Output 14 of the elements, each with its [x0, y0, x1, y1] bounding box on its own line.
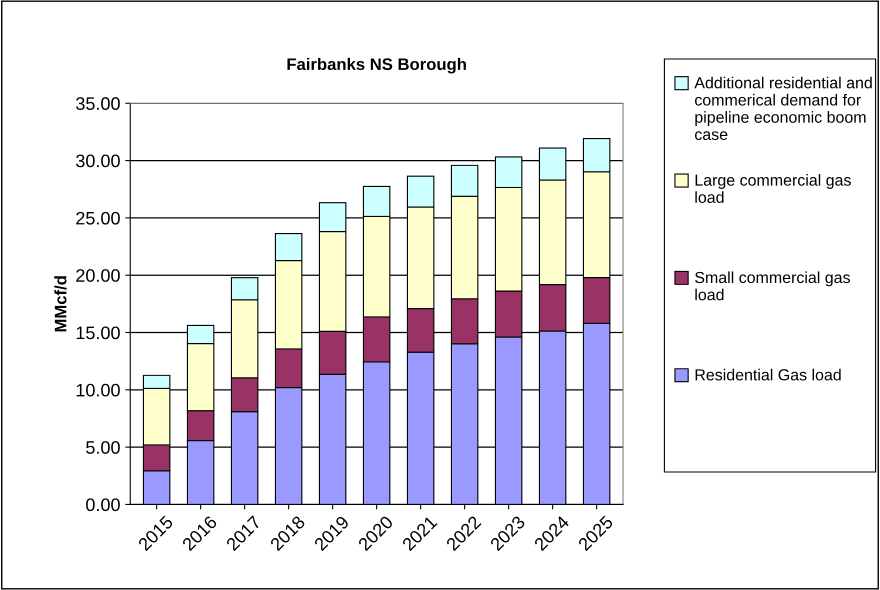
y-axis-title: MMcf/d [54, 276, 67, 332]
legend-label: Small commercial gas load [695, 271, 850, 300]
y-tick-label: 10.00 [76, 384, 120, 397]
y-tick-label: 35.00 [76, 97, 120, 110]
y-tick-label: 0.00 [86, 498, 120, 512]
y-tick-label: 15.00 [76, 326, 120, 340]
legend-label: Residential Gas load [696, 368, 841, 380]
legend-label: Additional residential and commerical demand for pipeline economic boom case [694, 76, 872, 140]
y-tick-label: 25.00 [76, 212, 120, 225]
y-tick-label: 20.00 [76, 269, 120, 282]
chart-title: Fairbanks NS Borough [287, 58, 466, 74]
y-tick-label: 5.00 [86, 441, 120, 454]
legend-label: Large commercial gas load [695, 174, 851, 203]
y-tick-label: 30.00 [76, 154, 120, 168]
